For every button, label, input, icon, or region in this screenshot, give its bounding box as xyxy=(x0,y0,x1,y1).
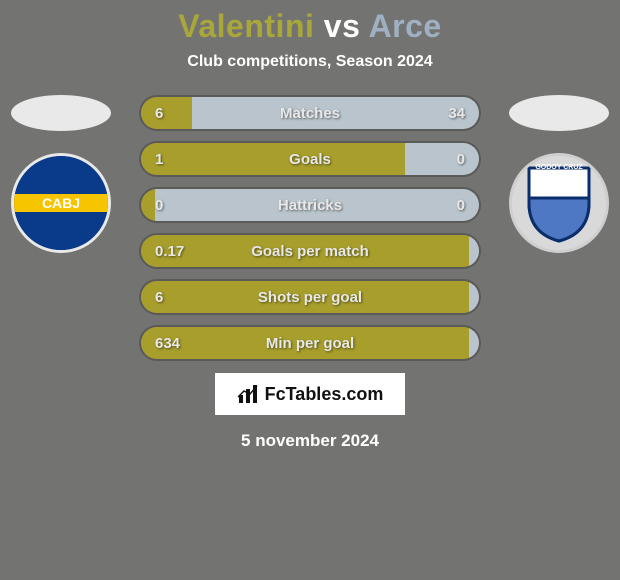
subtitle: Club competitions, Season 2024 xyxy=(187,53,432,71)
bar-stat-label: Shots per goal xyxy=(258,289,362,306)
title-player2: Arce xyxy=(369,8,442,44)
badge-stripe-bot xyxy=(14,212,108,250)
bar-stat-label: Goals xyxy=(289,151,331,168)
main-row: CABJ 6 Matches 34 1 Goals 0 0 Hattricks 0 0.17 Goa… xyxy=(0,95,620,361)
left-badge-text: CABJ xyxy=(42,195,80,211)
bar-stat-label: Min per goal xyxy=(266,335,354,352)
bar-left-value: 0.17 xyxy=(155,243,184,260)
bars-column: 6 Matches 34 1 Goals 0 0 Hattricks 0 0.17 Goals pe… xyxy=(139,95,481,361)
title-player1: Valentini xyxy=(178,8,314,44)
bar-text-overlay: 1 Goals 0 xyxy=(141,143,479,175)
bar-text-overlay: 634 Min per goal xyxy=(141,327,479,359)
brand-box[interactable]: FcTables.com xyxy=(215,373,406,415)
bar-left-value: 0 xyxy=(155,197,163,214)
left-column: CABJ xyxy=(1,95,121,253)
bar-stat-label: Matches xyxy=(280,105,340,122)
badge-stripe-top xyxy=(14,156,108,194)
right-badge-text: GODOY CRUZ xyxy=(535,164,582,171)
shield-icon xyxy=(524,163,594,243)
page-title: Valentini vs Arce xyxy=(178,8,441,45)
bar-stat-label: Goals per match xyxy=(251,243,369,260)
title-vs: vs xyxy=(324,8,361,44)
bar-text-overlay: 0.17 Goals per match xyxy=(141,235,479,267)
bar-right-value: 0 xyxy=(457,151,465,168)
stat-bar: 634 Min per goal xyxy=(139,325,481,361)
bar-text-overlay: 6 Shots per goal xyxy=(141,281,479,313)
infographic-container: Valentini vs Arce Club competitions, Sea… xyxy=(0,0,620,580)
right-player-oval xyxy=(509,95,609,131)
brand-text: FcTables.com xyxy=(265,384,384,405)
bar-right-value: 34 xyxy=(448,105,465,122)
right-column: GODOY CRUZ xyxy=(499,95,619,253)
stat-bar: 0 Hattricks 0 xyxy=(139,187,481,223)
chart-icon xyxy=(237,383,259,405)
date-text: 5 november 2024 xyxy=(241,431,379,451)
bar-stat-label: Hattricks xyxy=(278,197,342,214)
bar-left-value: 634 xyxy=(155,335,180,352)
left-team-badge: CABJ xyxy=(11,153,111,253)
stat-bar: 1 Goals 0 xyxy=(139,141,481,177)
bar-left-value: 1 xyxy=(155,151,163,168)
bar-left-value: 6 xyxy=(155,105,163,122)
stat-bar: 6 Matches 34 xyxy=(139,95,481,131)
stat-bar: 0.17 Goals per match xyxy=(139,233,481,269)
bar-text-overlay: 6 Matches 34 xyxy=(141,97,479,129)
stat-bar: 6 Shots per goal xyxy=(139,279,481,315)
left-player-oval xyxy=(11,95,111,131)
right-team-badge: GODOY CRUZ xyxy=(509,153,609,253)
bar-text-overlay: 0 Hattricks 0 xyxy=(141,189,479,221)
bar-left-value: 6 xyxy=(155,289,163,306)
bar-right-value: 0 xyxy=(457,197,465,214)
